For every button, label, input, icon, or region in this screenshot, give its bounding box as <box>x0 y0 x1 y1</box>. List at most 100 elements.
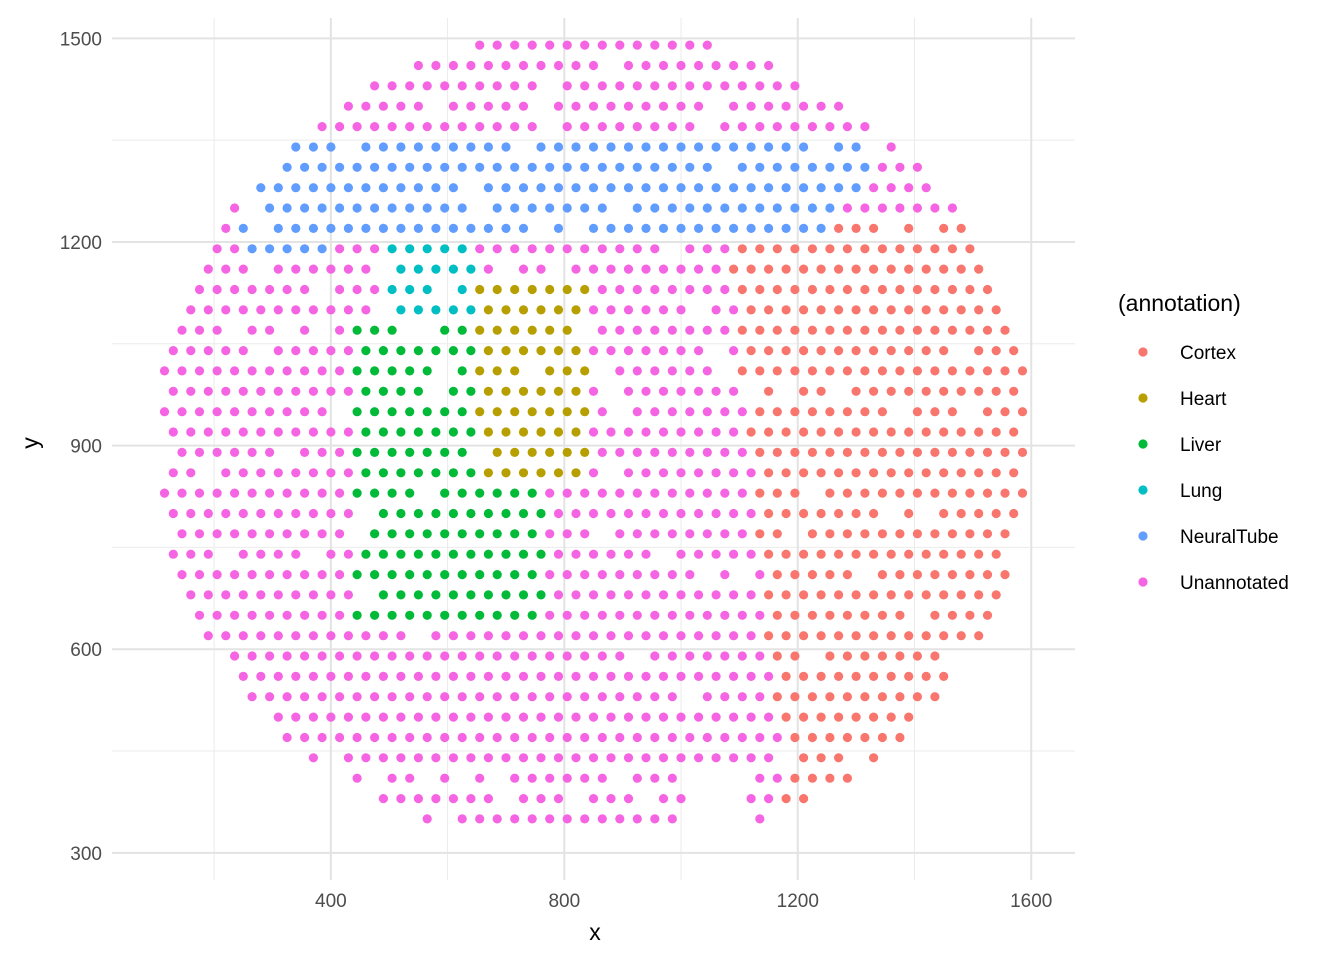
data-point-unannotated <box>588 590 599 600</box>
data-point-unannotated <box>799 101 809 111</box>
data-point-liver <box>422 366 432 376</box>
data-point-cortex <box>939 223 949 233</box>
data-point-unannotated <box>694 468 704 478</box>
data-point-liver <box>501 508 511 519</box>
data-point-cortex <box>1009 508 1019 519</box>
data-point-unannotated <box>694 60 704 71</box>
data-point-cortex <box>904 590 914 600</box>
data-point-cortex <box>790 773 800 783</box>
data-point-cortex <box>982 529 993 539</box>
data-point-cortex <box>825 447 835 457</box>
data-point-cortex <box>869 590 879 600</box>
data-point-liver <box>352 447 362 457</box>
data-point-cortex <box>781 427 791 437</box>
data-point-unannotated <box>326 671 336 682</box>
data-point-cortex <box>781 305 791 315</box>
data-point-liver <box>370 488 380 498</box>
data-point-cortex <box>851 223 861 233</box>
data-point-unannotated <box>335 325 345 335</box>
data-point-unannotated <box>203 590 213 600</box>
data-point-cortex <box>930 651 940 661</box>
data-point-cortex <box>860 529 870 539</box>
data-point-unannotated <box>746 590 756 600</box>
data-point-unannotated <box>457 732 467 743</box>
data-point-liver <box>378 468 388 478</box>
data-point-cortex <box>834 590 844 600</box>
data-point-cortex <box>834 631 844 641</box>
data-point-unannotated <box>527 81 537 91</box>
data-point-unannotated <box>492 244 502 254</box>
data-point-neuraltube <box>387 203 397 213</box>
data-point-cortex <box>1009 468 1019 478</box>
data-point-cortex <box>930 447 940 457</box>
data-point-unannotated <box>536 264 546 274</box>
data-point-unannotated <box>597 40 607 50</box>
data-point-unannotated <box>475 122 485 132</box>
data-point-liver <box>396 590 406 600</box>
data-point-unannotated <box>615 81 625 91</box>
data-point-unannotated <box>300 610 310 620</box>
data-point-liver <box>352 488 362 498</box>
data-point-unannotated <box>501 671 511 682</box>
data-point-neuraltube <box>676 223 686 233</box>
data-point-unannotated <box>737 692 747 702</box>
data-point-unannotated <box>361 305 371 315</box>
data-point-liver <box>361 468 371 478</box>
data-point-liver <box>457 570 467 580</box>
data-point-unannotated <box>623 631 634 641</box>
data-point-unannotated <box>588 60 599 71</box>
data-point-unannotated <box>711 590 721 600</box>
data-point-unannotated <box>317 570 327 580</box>
data-point-cortex <box>947 244 958 254</box>
data-point-cortex <box>895 284 905 295</box>
data-point-unannotated <box>177 407 187 417</box>
data-point-cortex <box>790 407 800 417</box>
data-point-cortex <box>772 692 782 702</box>
data-point-cortex <box>930 610 940 620</box>
data-point-liver <box>448 549 458 559</box>
data-point-unannotated <box>510 814 520 824</box>
data-point-neuraltube <box>492 203 502 213</box>
data-point-cortex <box>939 264 949 274</box>
data-point-cortex <box>772 488 782 498</box>
data-point-heart <box>492 325 502 335</box>
data-point-liver <box>413 549 423 559</box>
data-point-unannotated <box>588 264 599 274</box>
data-point-cortex <box>746 264 756 274</box>
data-point-unannotated <box>658 753 669 763</box>
data-point-unannotated <box>667 692 677 702</box>
data-point-neuraltube <box>807 162 818 172</box>
data-point-unannotated <box>448 753 458 763</box>
data-point-cortex <box>965 610 975 620</box>
data-point-liver <box>466 508 476 519</box>
data-point-cortex <box>912 366 923 376</box>
data-point-cortex <box>825 570 835 580</box>
legend-swatch-liver <box>1138 439 1148 449</box>
data-point-liver <box>405 570 415 580</box>
data-point-liver <box>370 529 380 539</box>
data-point-unannotated <box>370 732 380 743</box>
data-point-unannotated <box>711 631 721 641</box>
data-point-unannotated <box>186 549 196 559</box>
data-point-unannotated <box>527 773 537 783</box>
data-point-unannotated <box>641 427 651 437</box>
data-point-unannotated <box>387 732 397 743</box>
data-point-cortex <box>956 386 966 396</box>
data-point-unannotated <box>729 346 739 356</box>
data-point-unannotated <box>194 366 205 376</box>
data-point-unannotated <box>641 60 651 71</box>
data-point-cortex <box>886 264 896 274</box>
data-point-unannotated <box>177 325 187 335</box>
data-point-unannotated <box>597 570 607 580</box>
data-point-unannotated <box>676 712 686 722</box>
data-point-unannotated <box>300 447 310 457</box>
data-point-cortex <box>974 631 984 641</box>
data-point-unannotated <box>711 753 721 763</box>
data-point-cortex <box>930 692 940 702</box>
data-point-unannotated <box>545 814 555 824</box>
data-point-neuraltube <box>764 223 774 233</box>
data-point-liver <box>440 325 450 335</box>
data-point-unannotated <box>545 651 555 661</box>
data-point-unannotated <box>370 244 380 254</box>
data-point-heart <box>545 366 555 376</box>
